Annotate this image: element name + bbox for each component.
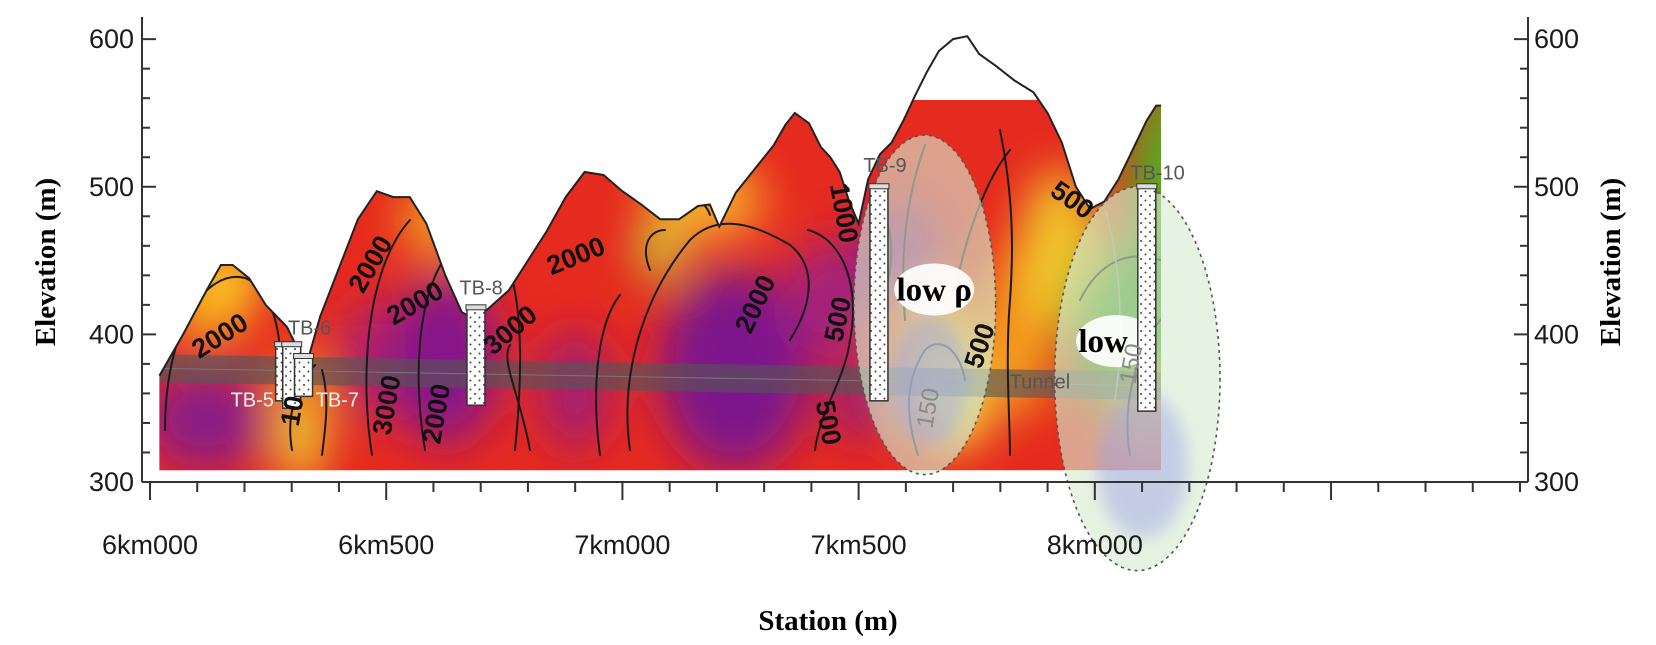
- low-rho-label-bg: [894, 263, 975, 316]
- borehole-tb-7: [293, 353, 315, 398]
- x-tick-label: 6km000: [102, 530, 198, 560]
- y-tick-label-left: 500: [89, 172, 134, 202]
- borehole-label: TB-8: [459, 278, 502, 300]
- low-resistivity-core: [1096, 392, 1188, 538]
- x-tick-label: 7km000: [574, 530, 670, 560]
- borehole-tb-10: [1136, 183, 1158, 412]
- low-resistivity-core: [890, 316, 969, 446]
- axes: [141, 17, 1529, 500]
- y-tick-label-left: 400: [89, 319, 134, 349]
- borehole-label: TB-7: [316, 390, 359, 412]
- borehole-label: TB-10: [1130, 162, 1184, 184]
- y-axis-title-right: Elevation (m): [1595, 178, 1627, 346]
- contour-label: 10: [275, 393, 310, 428]
- y-tick-label-right: 600: [1534, 24, 1579, 54]
- borehole-tb-8: [465, 304, 487, 406]
- y-tick-label-right: 400: [1534, 319, 1579, 349]
- y-tick-label-left: 300: [89, 467, 134, 497]
- low-rho-label-bg: [1076, 315, 1157, 368]
- x-tick-label: 7km500: [811, 530, 907, 560]
- tick-labels: 300 300 400 400 500 500 600 600 6km000 6km500 7km0…: [89, 24, 1579, 560]
- y-tick-label-right: 500: [1534, 172, 1579, 202]
- low-rho-label: low ρ: [896, 272, 971, 308]
- borehole-label: TB-5: [231, 390, 274, 412]
- y-axis-title-left: Elevation (m): [30, 178, 62, 346]
- x-axis-title: Station (m): [758, 605, 897, 637]
- x-tick-label: 6km500: [338, 530, 434, 560]
- borehole-tb-9: [868, 183, 890, 402]
- terrain-surface-line: [158, 35, 1161, 377]
- y-tick-label-left: 600: [89, 24, 134, 54]
- borehole-label: TB-9: [863, 155, 906, 177]
- x-tick-label: 8km000: [1047, 530, 1143, 560]
- borehole-label: TB-6: [288, 317, 331, 339]
- y-tick-label-right: 300: [1534, 467, 1579, 497]
- tunnel-label: Tunnel: [1010, 372, 1070, 394]
- boreholes: TB-6 TB-5 TB-7 TB-8 TB-9 TB-10: [231, 155, 1185, 412]
